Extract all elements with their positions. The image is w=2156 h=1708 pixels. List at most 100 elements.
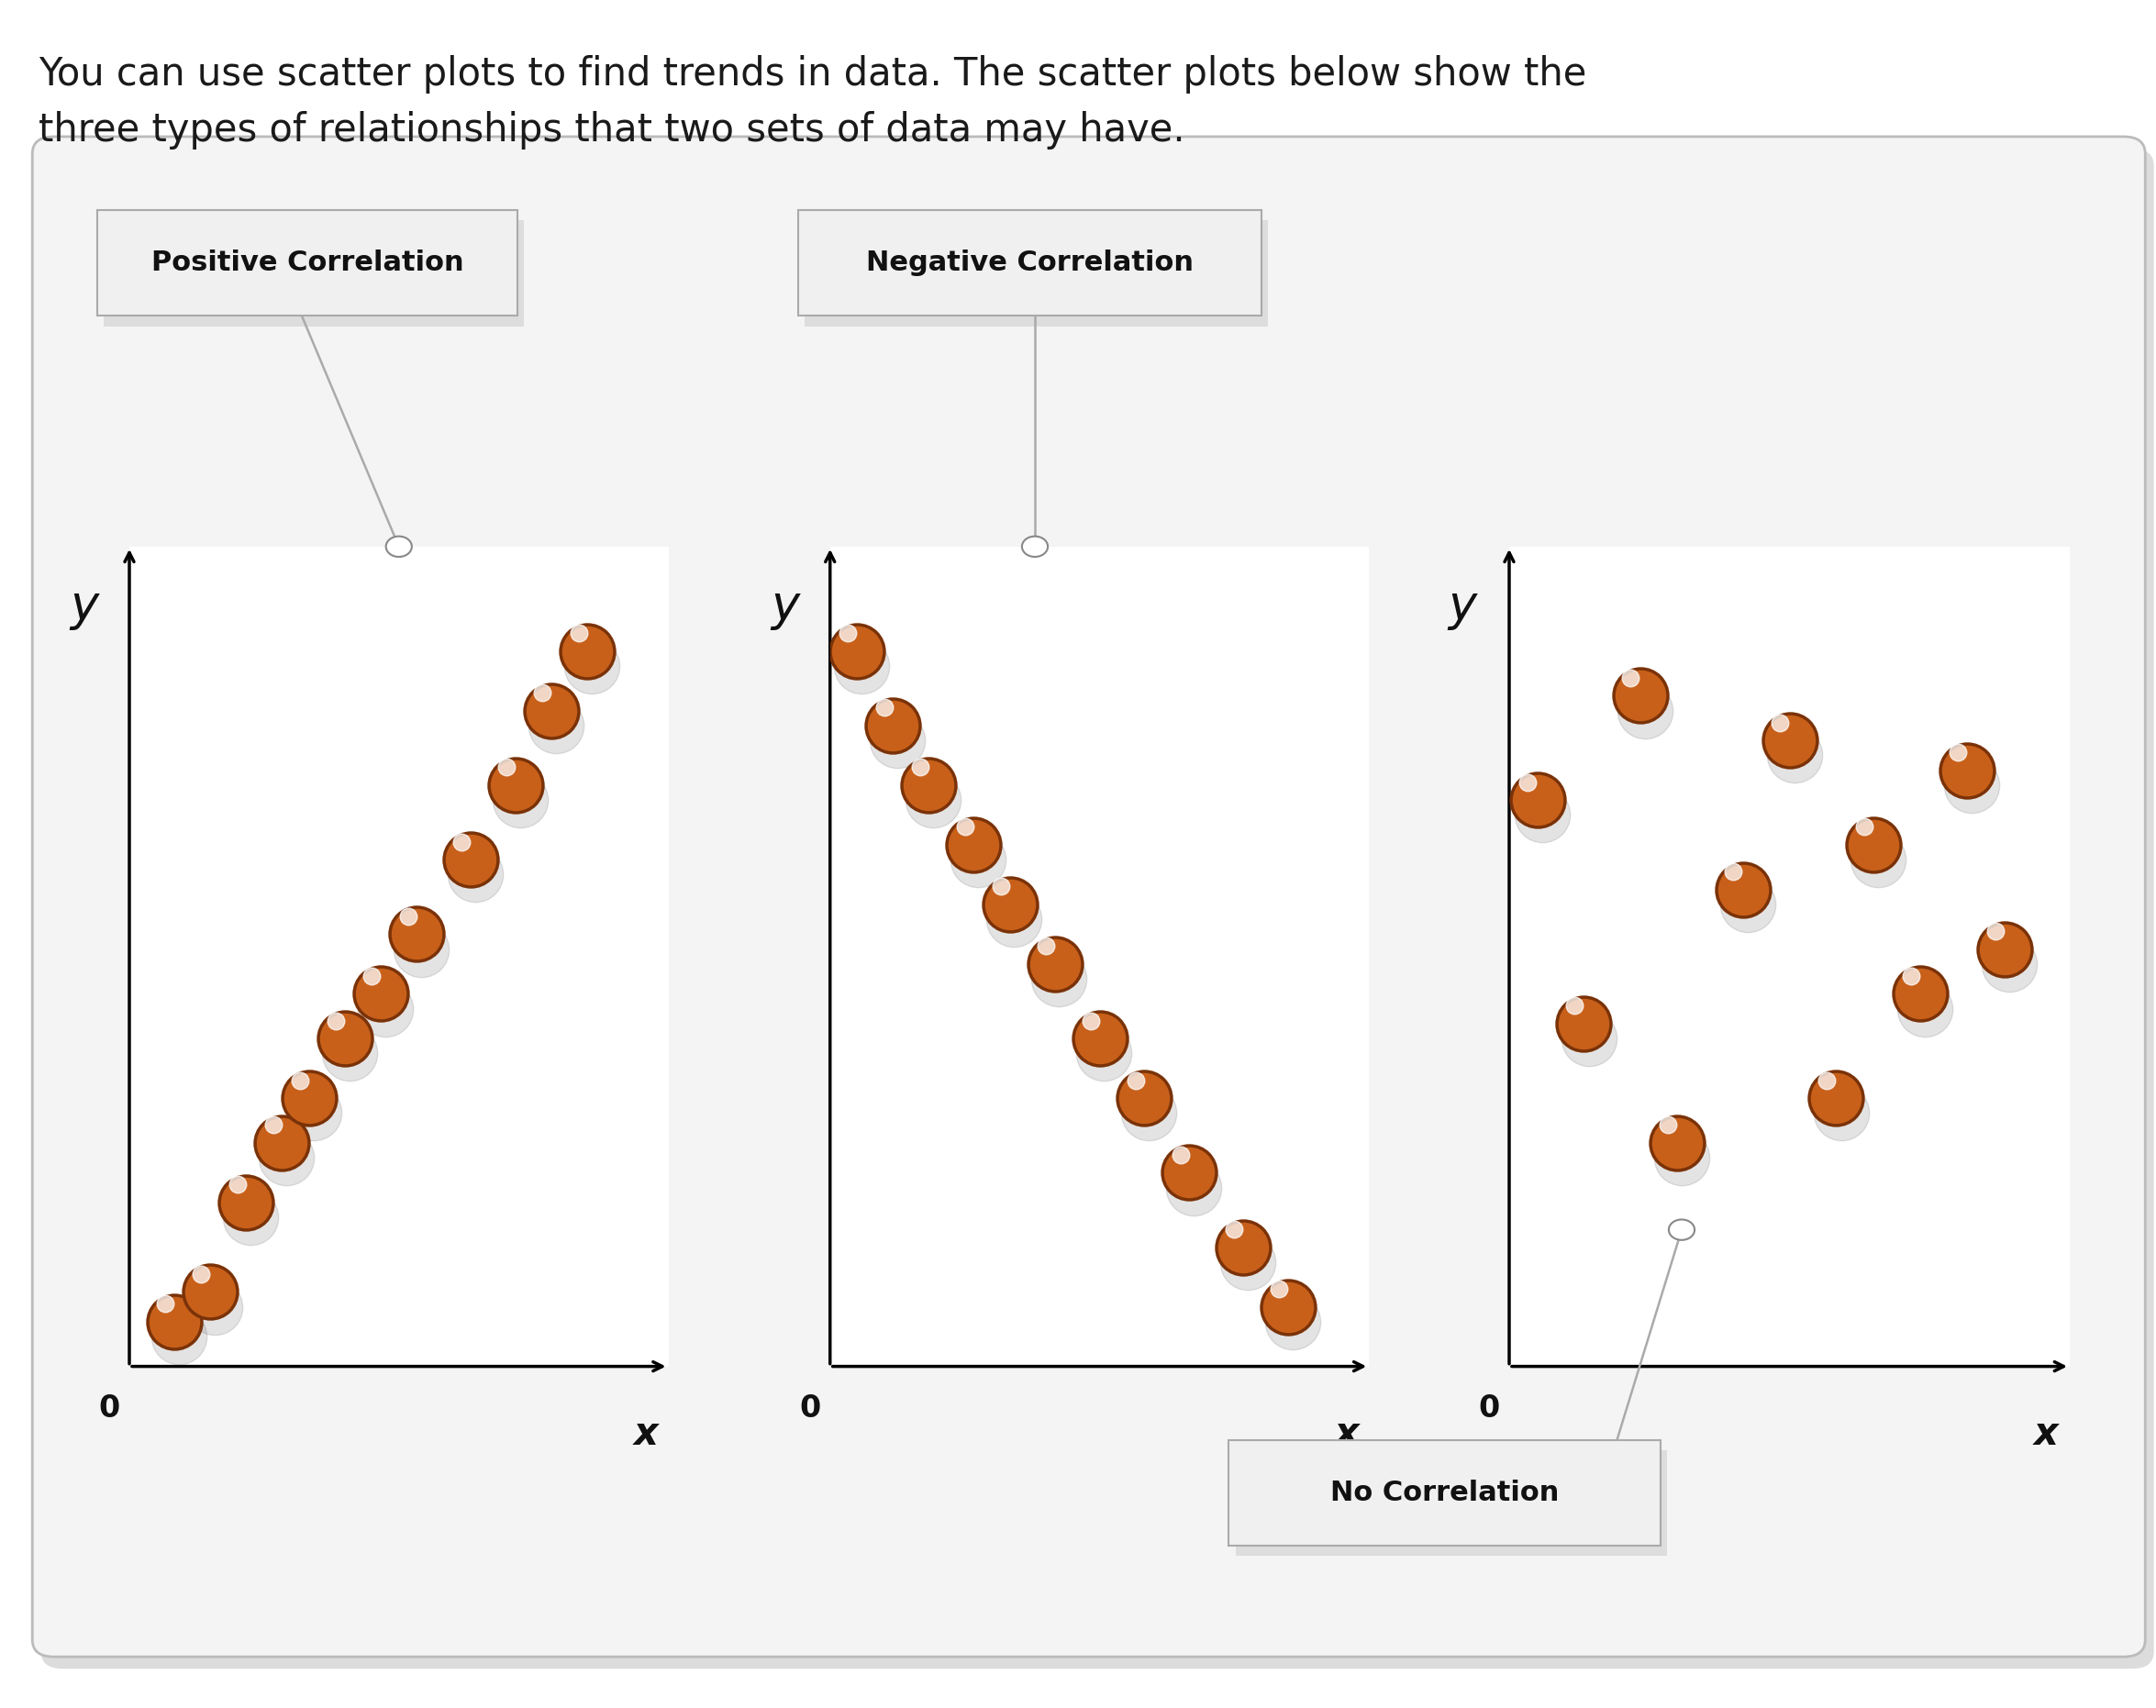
Point <box>903 753 938 781</box>
Point <box>1557 992 1591 1020</box>
Point <box>1028 933 1063 960</box>
Point <box>354 962 388 989</box>
Point <box>1261 1276 1296 1303</box>
Point <box>291 1085 326 1112</box>
Point <box>1037 950 1072 977</box>
Point <box>1725 876 1759 904</box>
Point <box>403 936 438 963</box>
Point <box>1623 681 1658 709</box>
Text: y: y <box>1449 582 1477 630</box>
Point <box>957 832 992 859</box>
Point <box>1567 1009 1602 1037</box>
Point <box>992 890 1026 917</box>
Point <box>1520 786 1554 813</box>
Text: x: x <box>634 1414 658 1454</box>
Text: three types of relationships that two sets of data may have.: three types of relationships that two se… <box>39 111 1186 150</box>
Text: Positive Correlation: Positive Correlation <box>151 249 464 277</box>
Point <box>364 980 399 1008</box>
Point <box>1087 1040 1121 1068</box>
Text: No Correlation: No Correlation <box>1330 1479 1559 1506</box>
Point <box>1164 1141 1199 1168</box>
Point <box>444 828 479 856</box>
Point <box>845 652 880 680</box>
Point <box>198 1293 233 1320</box>
Point <box>1949 757 1984 784</box>
Point <box>1628 697 1662 724</box>
Point <box>1992 950 2027 977</box>
Point <box>1041 965 1076 992</box>
Point <box>498 772 533 799</box>
Point <box>830 620 865 647</box>
Text: y: y <box>71 582 99 630</box>
Text: 0: 0 <box>1479 1394 1498 1423</box>
Point <box>916 786 951 813</box>
Point <box>1660 1129 1695 1156</box>
Point <box>399 921 433 948</box>
Point <box>1772 726 1807 753</box>
Point <box>282 1066 317 1093</box>
Point <box>1820 1085 1854 1112</box>
Point <box>561 620 595 647</box>
Point <box>489 753 524 781</box>
Point <box>319 1008 354 1035</box>
Point <box>265 1129 300 1156</box>
Point <box>1276 1308 1311 1336</box>
Point <box>912 772 946 799</box>
Text: You can use scatter plots to find trends in data. The scatter plots below show t: You can use scatter plots to find trends… <box>39 55 1587 94</box>
Point <box>962 845 996 873</box>
Point <box>569 637 604 664</box>
Point <box>1977 917 2012 945</box>
Point <box>149 1290 183 1317</box>
Point <box>875 712 910 740</box>
Point <box>1940 738 1975 765</box>
Point <box>1651 1112 1686 1139</box>
Point <box>1082 1025 1117 1052</box>
Point <box>1861 845 1895 873</box>
Text: 0: 0 <box>99 1394 121 1423</box>
Point <box>880 726 914 753</box>
Point <box>1173 1160 1207 1187</box>
Point <box>270 1144 304 1172</box>
Point <box>1729 890 1764 917</box>
Point <box>1227 1233 1261 1261</box>
Point <box>1128 1085 1162 1112</box>
Point <box>1511 769 1546 796</box>
Point <box>220 1172 254 1199</box>
Point <box>1988 936 2022 963</box>
Point <box>841 637 875 664</box>
Point <box>1613 664 1647 692</box>
Text: 0: 0 <box>800 1394 821 1423</box>
Point <box>457 861 492 888</box>
Point <box>1132 1100 1166 1127</box>
Text: Negative Correlation: Negative Correlation <box>867 249 1192 277</box>
Point <box>1524 801 1559 828</box>
Point <box>1177 1173 1212 1201</box>
Point <box>1074 1008 1108 1035</box>
Point <box>453 845 487 873</box>
Text: y: y <box>772 582 800 630</box>
Point <box>535 697 569 724</box>
Point <box>983 873 1018 900</box>
Point <box>1809 1066 1843 1093</box>
Point <box>1231 1249 1266 1276</box>
Text: x: x <box>2033 1414 2059 1454</box>
Text: x: x <box>1335 1414 1358 1454</box>
Point <box>1572 1025 1606 1052</box>
Point <box>1908 996 1943 1023</box>
Point <box>1272 1293 1307 1320</box>
Point <box>949 813 983 840</box>
Point <box>502 786 537 813</box>
Point <box>1824 1100 1858 1127</box>
Point <box>1904 980 1938 1008</box>
Point <box>1764 709 1798 736</box>
Point <box>1893 962 1927 989</box>
Point <box>1848 813 1882 840</box>
Point <box>183 1261 218 1288</box>
Point <box>233 1204 267 1231</box>
Point <box>996 905 1031 933</box>
Point <box>526 680 561 707</box>
Point <box>1119 1066 1153 1093</box>
Point <box>576 652 610 680</box>
Point <box>1216 1216 1250 1243</box>
Point <box>157 1308 192 1336</box>
